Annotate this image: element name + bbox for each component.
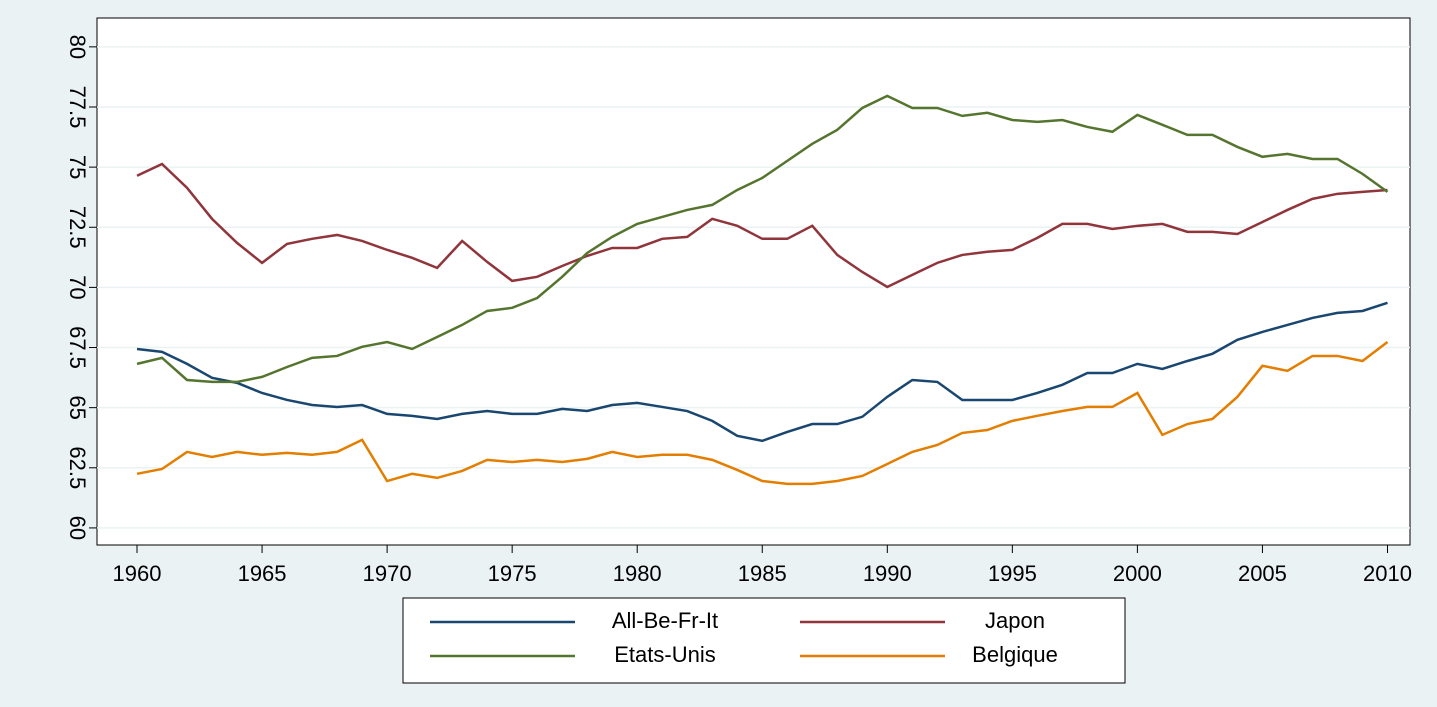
plot-area xyxy=(96,17,1411,546)
x-tick-label: 1970 xyxy=(363,561,412,586)
legend-label: All-Be-Fr-It xyxy=(612,608,718,633)
x-tick-label: 1975 xyxy=(488,561,537,586)
series-line xyxy=(136,94,1389,384)
y-tick-label: 62.5 xyxy=(65,446,90,489)
series-line xyxy=(136,340,1389,486)
y-tick-label: 75 xyxy=(65,155,90,179)
y-tick-label: 70 xyxy=(65,275,90,299)
x-tick-label: 2000 xyxy=(1113,561,1162,586)
x-tick-label: 1960 xyxy=(113,561,162,586)
y-tick-label: 67.5 xyxy=(65,326,90,369)
legend xyxy=(402,597,1126,684)
x-tick-label: 1980 xyxy=(613,561,662,586)
legend-label: Japon xyxy=(985,608,1045,633)
x-tick-label: 2010 xyxy=(1363,561,1412,586)
legend-label: Belgique xyxy=(972,642,1058,667)
y-tick-label: 60 xyxy=(65,516,90,540)
x-tick-label: 2005 xyxy=(1238,561,1287,586)
series-line xyxy=(136,301,1388,443)
legend-label: Etats-Unis xyxy=(614,642,715,667)
x-tick-label: 1990 xyxy=(863,561,912,586)
x-tick-label: 1985 xyxy=(738,561,787,586)
y-tick-label: 65 xyxy=(65,395,90,419)
series-line xyxy=(136,162,1388,289)
y-tick-label: 72.5 xyxy=(65,206,90,249)
y-tick-label: 80 xyxy=(65,35,90,59)
x-tick-label: 1995 xyxy=(988,561,1037,586)
x-tick-label: 1965 xyxy=(238,561,287,586)
y-tick-label: 77.5 xyxy=(65,86,90,129)
